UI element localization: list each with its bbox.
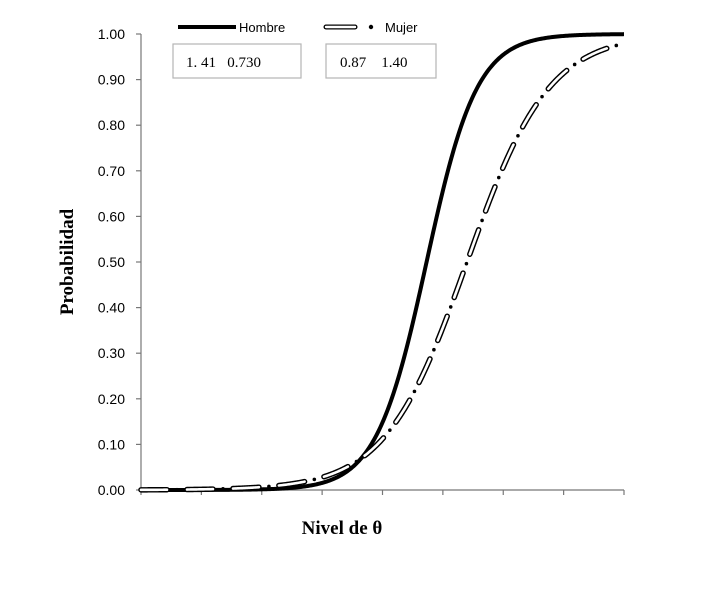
y-tick-label: 0.60 [98, 208, 125, 224]
series-line-mujer [138, 40, 627, 493]
y-tick-label: 0.40 [98, 300, 125, 316]
series-lines [138, 32, 627, 493]
y-tick-label: 0.10 [98, 436, 125, 452]
series-line-hombre [140, 32, 625, 492]
y-tick-label: 0.90 [98, 72, 125, 88]
param-box-hombre: 1. 41 0.730 [172, 43, 302, 79]
y-tick-label: 0.00 [98, 482, 125, 498]
y-tick-label: 0.30 [98, 345, 125, 361]
y-tick-label: 1.00 [98, 26, 125, 42]
y-tick-label: 0.70 [98, 163, 125, 179]
legend-label-mujer: Mujer [385, 20, 418, 35]
legend-swatch-mujer [323, 24, 374, 30]
x-axis-title: Nivel de θ [302, 518, 383, 539]
param-text-hombre: 1. 41 0.730 [186, 55, 261, 71]
param-text-mujer: 0.87 1.40 [340, 55, 408, 71]
param-box-mujer: 0.87 1.40 [325, 43, 437, 79]
y-tick-label: 0.80 [98, 117, 125, 133]
y-axis-title: Probabilidad [57, 208, 78, 315]
legend: Hombre Mujer [178, 20, 418, 35]
y-ticks: 0.00 0.10 0.20 0.30 0.40 0.50 0.60 0.70 0.80 0.90… [98, 26, 141, 498]
y-tick-label: 0.20 [98, 391, 125, 407]
legend-label-hombre: Hombre [239, 20, 285, 35]
y-tick-label: 0.50 [98, 254, 125, 270]
